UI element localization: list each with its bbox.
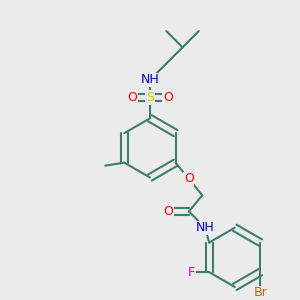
Text: O: O (127, 91, 137, 104)
Text: O: O (163, 205, 173, 218)
Text: NH: NH (141, 74, 159, 86)
Text: F: F (188, 266, 195, 279)
Text: O: O (163, 91, 173, 104)
Text: S: S (146, 91, 154, 104)
Text: NH: NH (196, 221, 214, 234)
Text: O: O (184, 172, 194, 185)
Text: Br: Br (254, 286, 267, 299)
